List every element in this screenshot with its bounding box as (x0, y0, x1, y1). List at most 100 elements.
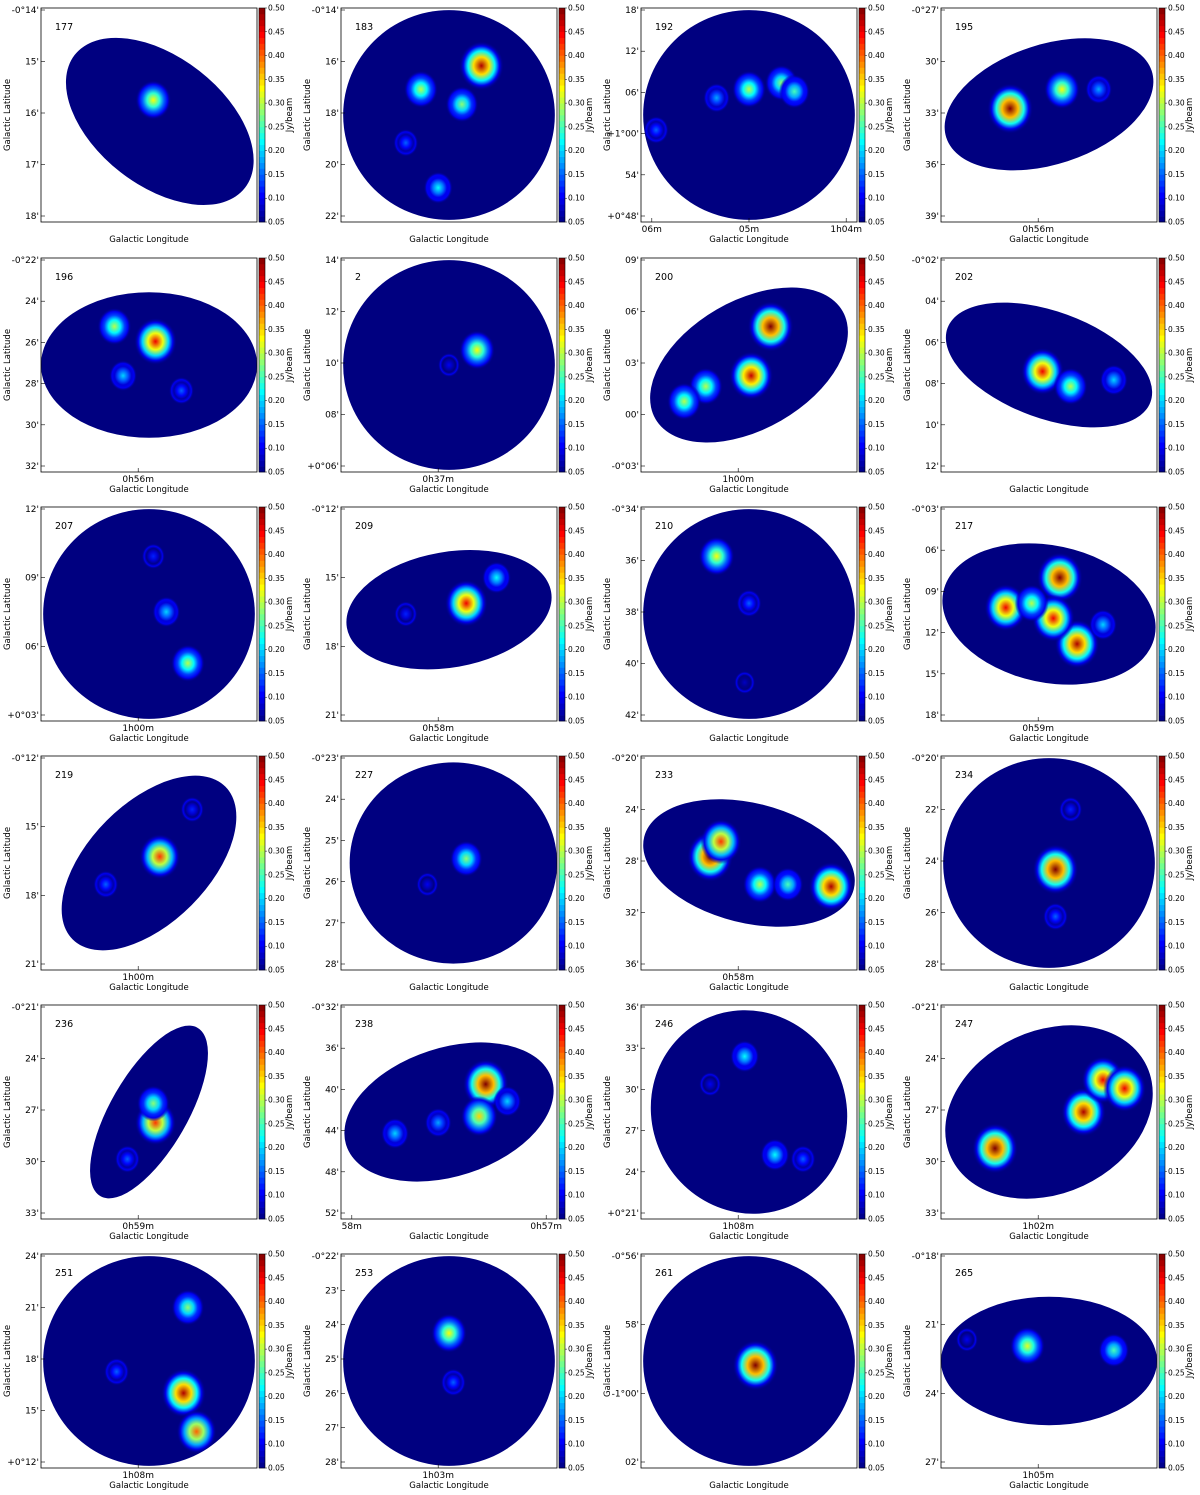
colorbar-tick-label: 0.20 (1168, 396, 1185, 405)
y-tick-label: 18' (325, 109, 339, 119)
colorbar-tick-label: 0.45 (568, 1273, 585, 1282)
map-panel-183: 183 -0°14' 16' 18' 20' 22' Galactic Longitude G… (300, 0, 600, 249)
emission-source (700, 818, 742, 865)
colorbar: 0.05 0.10 0.15 0.20 0.25 0.30 0.35 0.40 0.45 0.50… (258, 1001, 295, 1224)
colorbar-tick-label: 0.25 (868, 621, 885, 630)
colorbar-tick-label: 0.35 (1168, 574, 1185, 583)
map-svg-177: 177 -0°14' 15' 16' 17' 18' Galactic Longitude G… (3, 4, 295, 246)
colorbar-tick-label: 0.35 (868, 574, 885, 583)
colorbar-tick-label: 0.40 (568, 799, 585, 808)
emission-source (808, 861, 854, 912)
y-tick-label: 10' (925, 421, 939, 431)
colorbar-tick-label: 0.25 (868, 1368, 885, 1377)
y-tick-label: 09' (625, 256, 639, 266)
colorbar-tick-label: 0.30 (1168, 598, 1185, 607)
colorbar-tick-label: 0.35 (1168, 1321, 1185, 1330)
colorbar-tick-label: 0.50 (1168, 254, 1185, 263)
colorbar: 0.05 0.10 0.15 0.20 0.25 0.30 0.35 0.40 0.45 0.50… (258, 752, 295, 975)
x-tick-label: 0h57m (530, 1222, 562, 1232)
colorbar-tick-label: 0.20 (1168, 146, 1185, 155)
x-axis-label: Galactic Longitude (709, 1232, 788, 1242)
panel-number: 265 (955, 1268, 973, 1279)
plot-frame (640, 1253, 858, 1469)
colorbar-tick-label: 0.05 (568, 966, 585, 975)
colorbar: 0.05 0.10 0.15 0.20 0.25 0.30 0.35 0.40 0.45 0.50… (558, 503, 595, 726)
colorbar-tick-label: 0.10 (868, 942, 885, 951)
colorbar-tick-label: 0.25 (1168, 870, 1185, 879)
colorbar-tick-label: 0.15 (868, 918, 885, 927)
x-tick-label: 1h00m (122, 724, 154, 734)
colorbar-tick-label: 0.05 (868, 218, 885, 227)
colorbar-label: Jy/beam (285, 98, 295, 134)
plot-frame (940, 257, 1158, 473)
x-axis-label: Galactic Longitude (109, 983, 188, 993)
y-tick-label: 33' (25, 1209, 39, 1219)
colorbar-tick-label: 0.35 (1168, 1072, 1185, 1081)
y-tick-label: 24' (325, 795, 339, 805)
colorbar-tick-label: 0.25 (568, 870, 585, 879)
colorbar-tick-label: 0.50 (868, 503, 885, 512)
colorbar-tick-label: 0.40 (268, 1297, 285, 1306)
y-axis-label: Galactic Latitude (603, 79, 613, 151)
y-tick-label: 12' (625, 47, 639, 57)
y-tick-label: 03' (625, 359, 639, 369)
colorbar-tick-label: 0.40 (268, 799, 285, 808)
y-tick-label: -0°18' (912, 1252, 939, 1262)
emission-source (481, 561, 512, 594)
colorbar-tick-label: 0.30 (568, 349, 585, 358)
colorbar-tick-label: 0.45 (568, 775, 585, 784)
colorbar-tick-label: 0.30 (268, 99, 285, 108)
colorbar-tick-label: 0.25 (1168, 122, 1185, 131)
y-tick-label: -0°32' (312, 1003, 339, 1013)
y-tick-label: 36' (625, 1003, 639, 1013)
colorbar-tick-label: 0.50 (568, 503, 585, 512)
colorbar-label: Jy/beam (885, 348, 895, 384)
colorbar-tick-label: 0.05 (268, 717, 285, 726)
map-panel-227: 227 -0°23' 24' 25' 26' 27' 28' Galactic Longitu… (300, 748, 600, 997)
colorbar-tick-label: 0.15 (568, 669, 585, 678)
colorbar-tick-label: 0.30 (268, 349, 285, 358)
map-panel-207: 207 12' 09' 06' +0°03' 1h00m Galactic Longitud… (0, 499, 300, 748)
colorbar-tick-label: 0.40 (568, 301, 585, 310)
emission-source (742, 865, 777, 904)
colorbar-tick-label: 0.40 (868, 1048, 885, 1057)
colorbar-tick-label: 0.25 (568, 122, 585, 131)
emission-source (440, 1368, 466, 1397)
colorbar-tick-label: 0.35 (1168, 823, 1185, 832)
colorbar-tick-label: 0.40 (868, 51, 885, 60)
y-tick-label: 32' (625, 909, 639, 919)
map-panel-177: 177 -0°14' 15' 16' 17' 18' Galactic Longitude G… (0, 0, 300, 249)
colorbar-tick-label: 0.40 (1168, 1048, 1185, 1057)
emission-source (790, 1145, 816, 1173)
emission-source (1098, 1333, 1130, 1368)
colorbar-tick-label: 0.15 (268, 420, 285, 429)
y-tick-label: 20' (325, 161, 339, 171)
colorbar-tick-label: 0.20 (868, 894, 885, 903)
emission-source (1042, 902, 1068, 931)
map-svg-234: 234 -0°20' 22' 24' 26' 28' Galactic Longitude G… (903, 752, 1195, 994)
map-panel-238: 238 -0°32' 36' 40' 44' 48' 52' 58m 0h57m Galactic… (300, 997, 600, 1246)
map-panel-247: 247 -0°21' 24' 27' 30' 33' 1h02m Galactic Longi… (900, 997, 1200, 1246)
colorbar-tick-label: 0.20 (868, 396, 885, 405)
colorbar-tick-label: 0.35 (868, 75, 885, 84)
colorbar-tick-label: 0.10 (268, 444, 285, 453)
y-tick-label: 33' (925, 109, 939, 119)
colorbar-label: Jy/beam (585, 846, 595, 882)
colorbar-tick-label: 0.05 (268, 1215, 285, 1224)
x-tick-label: 1h05m (1022, 1471, 1054, 1481)
y-tick-label: 18' (25, 212, 39, 222)
colorbar-tick-label: 0.20 (568, 645, 585, 654)
colorbar-tick-label: 0.50 (1168, 1250, 1185, 1259)
y-tick-label: 26' (325, 1389, 339, 1399)
colorbar-tick-label: 0.15 (868, 1416, 885, 1425)
map-panel-219: 219 -0°12' 15' 18' 21' 1h00m Galactic Longitud… (0, 748, 300, 997)
colorbar-tick-label: 0.45 (268, 277, 285, 286)
colorbar-tick-label: 0.25 (268, 372, 285, 381)
panel-number: 192 (655, 22, 673, 33)
colorbar-tick-label: 0.40 (1168, 1297, 1185, 1306)
colorbar-tick-label: 0.30 (1168, 349, 1185, 358)
x-axis-label: Galactic Longitude (109, 235, 188, 245)
